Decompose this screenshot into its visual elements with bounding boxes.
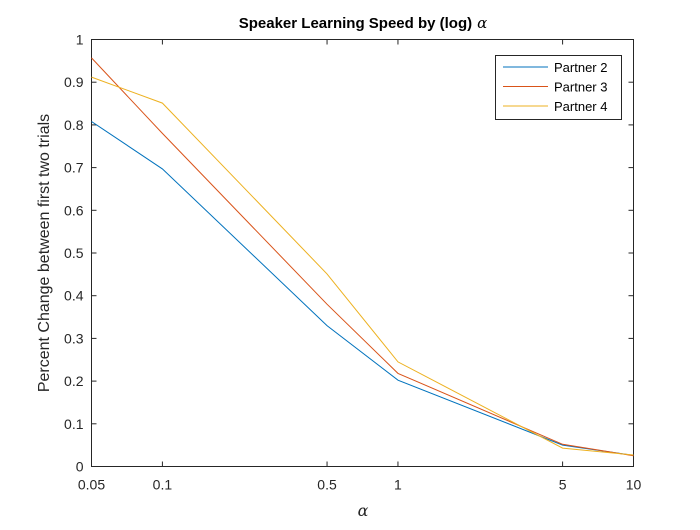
chart-title: Speaker Learning Speed by (log) α [239,14,488,32]
y-tick-label: 0.9 [64,74,84,90]
y-axis-ticks: 0 0.1 0.2 0.3 0.4 0.5 0.6 0.7 0.8 0.9 1 [64,32,634,475]
chart-title-text: Speaker Learning Speed by (log) [239,15,472,32]
x-tick-label: 1 [394,477,402,493]
legend: Partner 2 Partner 3 Partner 4 [495,55,622,120]
y-tick-label: 0.7 [64,160,84,176]
y-tick-label: 0.4 [64,288,84,304]
x-axis-ticks: 0.05 0.1 0.5 1 5 10 [78,39,642,493]
legend-label-partner-4: Partner 4 [554,99,607,114]
y-tick-label: 0.6 [64,202,84,218]
y-tick-label: 0.3 [64,330,84,346]
x-tick-label: 0.5 [317,477,337,493]
y-tick-label: 0 [76,459,84,475]
series-line-partner-3 [91,57,634,457]
legend-label-partner-2: Partner 2 [554,60,607,75]
series-line-partner-4 [91,76,634,456]
legend-box [495,55,622,120]
chart-title-symbol: α [477,14,487,32]
legend-entries: Partner 2 Partner 3 Partner 4 [503,60,607,114]
x-axis-label: α [358,501,369,520]
y-tick-label: 1 [76,32,84,48]
x-tick-label: 5 [559,477,567,493]
x-tick-label: 10 [626,477,642,493]
y-tick-label: 0.8 [64,117,84,133]
series-line-partner-2 [91,121,634,456]
y-tick-label: 0.5 [64,245,84,261]
x-tick-label: 0.1 [153,477,173,493]
y-tick-label: 0.1 [64,416,84,432]
series-lines [91,57,634,457]
x-tick-label: 0.05 [78,477,105,493]
y-axis-label: Percent Change between first two trials [36,114,53,392]
legend-label-partner-3: Partner 3 [554,80,607,95]
y-tick-label: 0.2 [64,373,84,389]
